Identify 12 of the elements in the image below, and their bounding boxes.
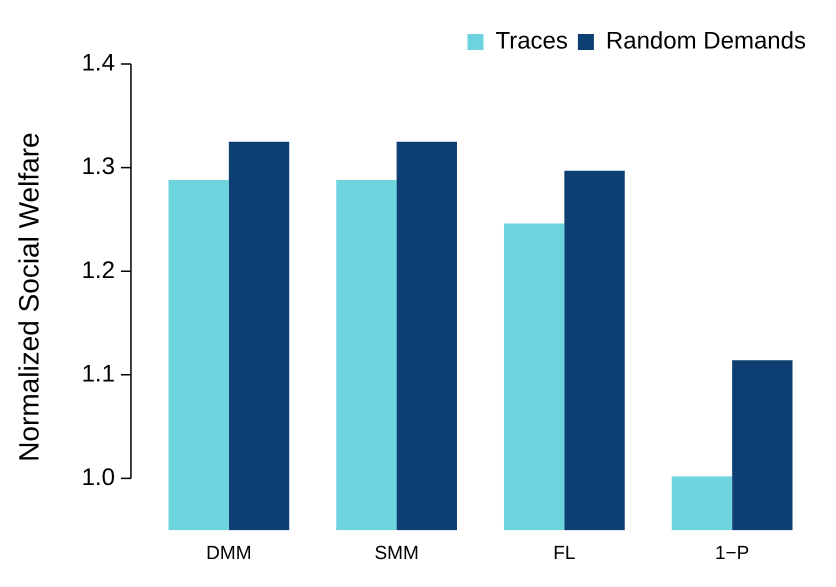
y-axis-title: Normalized Social Welfare — [14, 132, 45, 462]
y-tick-label: 1.4 — [82, 50, 115, 77]
y-tick-label: 1.2 — [82, 256, 115, 284]
legend-label: Traces — [495, 28, 568, 55]
x-tick-label: FL — [553, 542, 576, 564]
y-tick-label: 1.3 — [82, 153, 115, 180]
y-tick-label: 1.1 — [82, 360, 115, 388]
x-tick-label: SMM — [374, 542, 419, 564]
legend-label: Random Demands — [606, 28, 806, 55]
x-tick-label: 1−P — [714, 542, 750, 564]
y-tick-label: 1.0 — [82, 464, 115, 492]
x-tick-label: DMM — [206, 542, 252, 564]
